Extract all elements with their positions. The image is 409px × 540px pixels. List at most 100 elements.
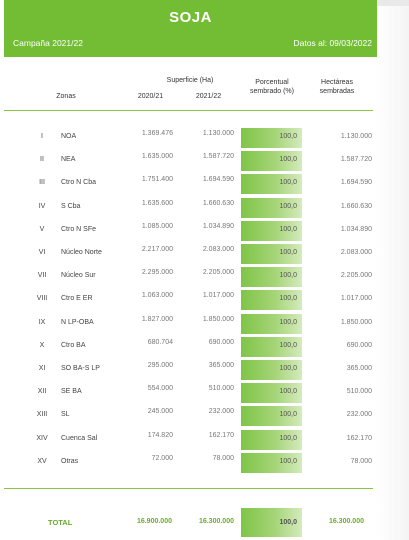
percent-sown-value: 100,0 (279, 179, 297, 187)
total-label: TOTAL (48, 518, 73, 527)
table-row: XIII SL 245.000 232.000 100,0 232.000 (4, 406, 377, 427)
table-row: VII Núcleo Sur 2.295.000 2.205.000 100,0 2.20… (4, 267, 377, 288)
table-row: XV Otras 72.000 78.000 100,0 78.000 (4, 452, 377, 473)
hectares-sown-value: 1.017.000 (340, 295, 372, 303)
area-2020-value: 1.827.000 (141, 315, 173, 323)
percent-sown-value: 100,0 (279, 295, 297, 303)
area-2020-value: 680.704 (147, 338, 173, 346)
table-row: XI SO BA-S LP 295.000 365.000 100,0 365.000 (4, 360, 377, 380)
year-2020-header: 2020/21 (137, 93, 164, 100)
area-2021-value: 1.587.720 (202, 153, 234, 161)
area-2020-value: 295.000 (147, 362, 173, 369)
zone-number: V (39, 225, 45, 233)
area-2020-value: 1.751.400 (141, 176, 173, 184)
hectares-sown-value: 510.000 (346, 388, 372, 396)
hectares-sown-value: 1.130.000 (340, 133, 372, 140)
percent-sown-cell: 100,0 (241, 197, 302, 218)
area-2021-value: 1.850.000 (202, 315, 234, 323)
area-2020-value: 1.063.000 (141, 292, 173, 300)
percent-sown-value: 100,0 (279, 249, 297, 256)
percent-sown-value: 100,0 (279, 133, 297, 140)
percent-sown-cell: 100,0 (241, 406, 302, 427)
page-title: SOJA (169, 9, 212, 26)
percent-sown-cell: 100,0 (241, 290, 302, 311)
table-row: IX N LP-OBA 1.827.000 1.850.000 100,0 1.850.0… (4, 313, 377, 334)
data-date-label: Datos al: 09/03/2022 (293, 38, 372, 48)
zone-number: XIII (36, 411, 48, 419)
area-2020-value: 2.295.000 (141, 269, 173, 277)
hectares-sown-value: 1.034.890 (340, 225, 372, 233)
percent-sown-cell: 100,0 (241, 360, 302, 380)
area-2020-value: 2.217.000 (141, 246, 173, 253)
hectares-sown-value: 2.083.000 (340, 249, 372, 256)
percent-sown-value: 100,0 (279, 225, 297, 233)
area-2021-value: 1.694.590 (202, 176, 234, 184)
campaign-label: Campaña 2021/22 (13, 38, 83, 48)
percent-sown-cell: 100,0 (241, 220, 302, 241)
zone-name: Núcleo Norte (61, 249, 102, 256)
total-percent-value: 100,0 (279, 519, 297, 526)
area-2020-value: 1.085.000 (141, 222, 173, 230)
percent-sown-cell: 100,0 (241, 383, 302, 404)
percent-sown-value: 100,0 (279, 434, 297, 442)
porcentual-header: Porcentual sembrado (%) (250, 79, 294, 95)
percent-sown-value: 100,0 (279, 318, 297, 326)
page-edge-shade (377, 0, 409, 540)
zone-name: N LP-OBA (61, 318, 94, 326)
table-row: III Ctro N Cba 1.751.400 1.694.590 100,0 1.69… (4, 174, 377, 195)
zone-number: II (40, 156, 44, 164)
zone-name: SL (61, 411, 70, 419)
total-row: TOTAL 16.900.000 16.300.000 100,0 16.300… (4, 508, 377, 537)
table-row: I NOA 1.369.476 1.130.000 100,0 1.130.000 (4, 128, 377, 148)
area-2020-value: 72.000 (151, 454, 173, 462)
zone-number: XIV (36, 434, 48, 442)
area-2021-value: 690.000 (208, 338, 234, 346)
table-row: VIII Ctro E ER 1.063.000 1.017.000 100,0 1.01… (4, 290, 377, 311)
percent-sown-value: 100,0 (279, 341, 297, 349)
table-row: II NEA 1.635.000 1.587.720 100,0 1.587.720 (4, 151, 377, 172)
total-sown-value: 16.300.000 (328, 518, 364, 525)
total-divider (4, 488, 373, 489)
percent-sown-cell: 100,0 (241, 244, 302, 264)
percent-sown-cell: 100,0 (241, 336, 302, 357)
hectares-sown-value: 690.000 (346, 341, 372, 349)
table-row: X Ctro BA 680.704 690.000 100,0 690.000 (4, 336, 377, 357)
hectares-sown-value: 2.205.000 (340, 272, 372, 280)
hectares-sown-value: 1.694.590 (340, 179, 372, 187)
hectares-sown-value: 1.587.720 (340, 156, 372, 164)
zone-name: Ctro E ER (61, 295, 93, 303)
percent-sown-value: 100,0 (279, 272, 297, 280)
area-2020-value: 245.000 (147, 408, 173, 416)
table-row: VI Núcleo Norte 2.217.000 2.083.000 100,0 2.0… (4, 244, 377, 264)
total-2021-value: 16.300.000 (198, 518, 234, 525)
area-2021-value: 162.170 (208, 431, 234, 439)
area-2021-value: 2.205.000 (202, 269, 234, 277)
zone-name: Cuenca Sal (61, 434, 98, 442)
percent-sown-cell: 100,0 (241, 313, 302, 334)
area-2021-value: 1.130.000 (202, 130, 234, 137)
zone-name: SE BA (61, 388, 82, 396)
area-2020-value: 1.369.476 (141, 130, 173, 137)
zone-number: XV (37, 457, 47, 465)
zone-name: NEA (61, 156, 76, 164)
zone-number: III (39, 179, 45, 187)
area-2021-value: 365.000 (208, 362, 234, 369)
percent-sown-value: 100,0 (279, 365, 297, 372)
zone-name: SO BA-S LP (61, 365, 100, 372)
total-2020-value: 16.900.000 (136, 518, 172, 525)
hectares-sown-value: 78.000 (350, 457, 372, 465)
title-banner: SOJA Campaña 2021/22 Datos al: 09/03/202… (4, 0, 377, 57)
zone-number: IV (38, 202, 46, 210)
percent-sown-value: 100,0 (279, 388, 297, 396)
area-2021-value: 232.000 (208, 408, 234, 416)
area-2021-value: 510.000 (208, 385, 234, 393)
table-row: XIV Cuenca Sal 174.820 162.170 100,0 162.170 (4, 429, 377, 450)
area-2020-value: 1.635.600 (141, 199, 173, 207)
zone-number: VII (37, 272, 47, 280)
area-2020-value: 174.820 (147, 431, 173, 439)
zone-name: NOA (61, 133, 77, 140)
superficie-header: Superficie (Ha) (166, 77, 214, 84)
page-corner-shade (349, 0, 409, 6)
table-row: XII SE BA 554.000 510.000 100,0 510.000 (4, 383, 377, 404)
hectares-sown-value: 232.000 (346, 411, 372, 419)
